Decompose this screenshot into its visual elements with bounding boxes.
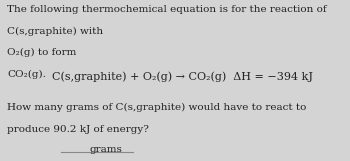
Text: grams: grams	[89, 145, 122, 154]
Text: How many grams of C(s,graphite) would have to react to: How many grams of C(s,graphite) would ha…	[7, 103, 306, 112]
Text: The following thermochemical equation is for the reaction of: The following thermochemical equation is…	[7, 5, 327, 14]
Text: C(s,graphite) with: C(s,graphite) with	[7, 27, 103, 36]
Text: C(s,graphite) + O₂(g) → CO₂(g)  ΔH = −394 kJ: C(s,graphite) + O₂(g) → CO₂(g) ΔH = −394…	[51, 72, 313, 82]
Text: CO₂(g).: CO₂(g).	[7, 70, 46, 79]
Text: produce 90.2 kJ of energy?: produce 90.2 kJ of energy?	[7, 125, 149, 134]
Text: O₂(g) to form: O₂(g) to form	[7, 48, 76, 57]
